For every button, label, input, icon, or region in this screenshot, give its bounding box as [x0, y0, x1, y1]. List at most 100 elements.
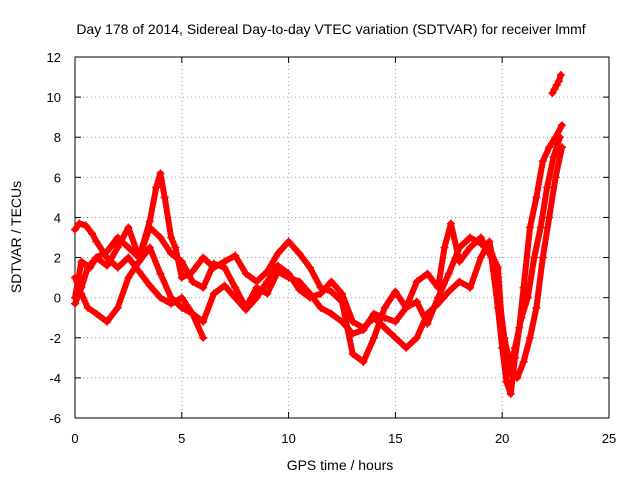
- x-tick-label: 20: [495, 431, 509, 446]
- data-point: [554, 77, 563, 86]
- data-point: [156, 169, 165, 178]
- data-point: [402, 303, 411, 312]
- x-tick-label: 10: [281, 431, 295, 446]
- data-point: [530, 253, 539, 262]
- data-point: [380, 313, 389, 322]
- data-point: [444, 287, 453, 296]
- data-point: [284, 269, 293, 278]
- data-point: [171, 243, 180, 252]
- data-point: [252, 283, 261, 292]
- x-tick-label: 5: [178, 431, 185, 446]
- data-point: [316, 289, 325, 298]
- data-point: [273, 261, 282, 270]
- data-point: [145, 281, 154, 290]
- data-point: [348, 349, 357, 358]
- data-point: [517, 313, 526, 322]
- data-point: [545, 143, 554, 152]
- data-point: [71, 273, 79, 282]
- data-point: [532, 303, 541, 312]
- data-point: [327, 277, 336, 286]
- data-point: [476, 239, 485, 248]
- data-point: [525, 223, 534, 232]
- y-tick-labels: -6 -4 -2 0 2 4 6 8 10 12: [47, 50, 61, 426]
- data-point: [532, 193, 541, 202]
- data-point: [88, 229, 97, 238]
- data-point: [444, 269, 453, 278]
- data-point: [348, 329, 357, 338]
- data-point: [71, 299, 79, 308]
- data-point: [338, 289, 346, 298]
- data-point: [177, 293, 186, 302]
- data-point: [538, 253, 547, 262]
- data-point: [145, 243, 154, 252]
- data-point: [124, 273, 133, 282]
- series-late-cluster: [548, 71, 565, 98]
- data-point: [466, 233, 475, 242]
- data-point: [295, 285, 304, 294]
- data-point: [77, 257, 86, 266]
- data-point: [502, 377, 511, 386]
- data-point: [455, 243, 464, 252]
- data-point: [338, 317, 346, 326]
- series-line: [72, 220, 207, 341]
- data-point: [305, 263, 314, 272]
- data-point: [241, 305, 250, 314]
- data-point: [209, 259, 218, 268]
- data-point: [549, 153, 558, 162]
- data-point: [556, 71, 565, 80]
- data-point: [506, 389, 515, 398]
- data-point: [177, 257, 186, 266]
- data-point: [103, 253, 112, 262]
- data-point: [370, 313, 379, 322]
- data-point: [348, 317, 357, 326]
- data-point: [103, 261, 112, 270]
- data-point: [252, 293, 261, 302]
- data-point: [391, 287, 400, 296]
- data-point: [220, 281, 229, 290]
- x-tick-label: 25: [602, 431, 616, 446]
- data-point: [434, 299, 443, 308]
- data-point: [295, 249, 304, 258]
- data-point: [71, 225, 79, 234]
- x-tick-labels: 0 5 10 15 20 25: [71, 431, 616, 446]
- data-point: [485, 237, 494, 246]
- y-tick-label: -6: [49, 411, 61, 426]
- data-point: [511, 343, 520, 352]
- data-point: [412, 333, 421, 342]
- data-point: [466, 243, 475, 252]
- data-point: [466, 283, 475, 292]
- data-point: [83, 303, 92, 312]
- data-point: [113, 243, 122, 252]
- data-point: [536, 223, 545, 232]
- data-point: [305, 293, 314, 302]
- data-point: [538, 157, 547, 166]
- y-tick-label: 2: [54, 251, 61, 266]
- data-point: [92, 253, 101, 262]
- data-point: [550, 85, 559, 94]
- data-point: [423, 309, 432, 318]
- data-point: [188, 309, 197, 318]
- data-point: [263, 267, 272, 276]
- series-track-c: [71, 143, 567, 382]
- data-point: [152, 183, 161, 192]
- y-tick-label: 4: [54, 210, 61, 225]
- data-point: [156, 233, 165, 242]
- data-point: [177, 303, 186, 312]
- data-point: [370, 333, 379, 342]
- series-line: [72, 122, 565, 397]
- x-axis-label: GPS time / hours: [287, 457, 394, 473]
- data-point: [548, 89, 557, 98]
- data-point: [551, 173, 560, 182]
- data-point: [446, 219, 455, 228]
- y-tick-label: 0: [54, 291, 61, 306]
- x-tick-label: 15: [388, 431, 402, 446]
- data-point: [359, 323, 368, 332]
- data-point: [316, 303, 325, 312]
- data-point: [552, 81, 561, 90]
- plot-frame: [74, 56, 610, 419]
- data-point: [284, 237, 293, 246]
- data-point: [402, 343, 411, 352]
- data-point: [124, 243, 133, 252]
- data-point: [75, 219, 84, 228]
